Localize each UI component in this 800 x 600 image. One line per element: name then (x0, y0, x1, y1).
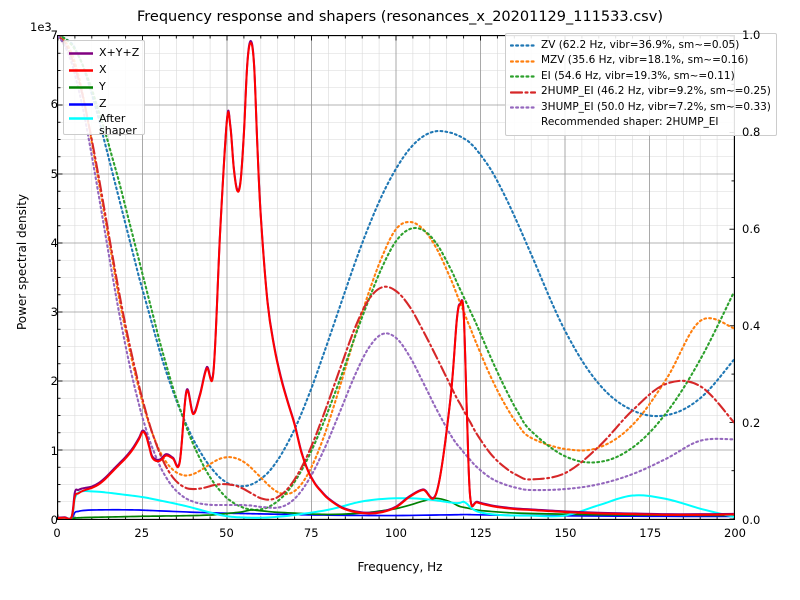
series-z (58, 508, 734, 519)
y-tick-label: 7 (50, 28, 58, 42)
series-x (58, 41, 734, 519)
legend-item-mzv[interactable]: MZV (35.6 Hz, vibr=18.1%, sm~=0.16) (510, 54, 771, 70)
y-tick-label: 2 (50, 374, 58, 389)
legend-item-2hump-ei[interactable]: 2HUMP_EI (46.2 Hz, vibr=9.2%, sm~=0.25) (510, 85, 771, 101)
series-ei (58, 36, 734, 511)
right-y-tick-label: 0.4 (742, 319, 761, 333)
right-y-tick-label: 1.0 (742, 28, 761, 42)
x-tick-label: 25 (134, 526, 150, 540)
right-y-tick-label: 0.2 (742, 416, 761, 430)
legend-item-label: After shaper (99, 112, 137, 137)
right-y-tick-label: 0.6 (742, 222, 761, 236)
data-series-layer (58, 36, 734, 519)
legend-line-swatch-icon (68, 82, 94, 93)
legend-item-label: X (99, 63, 107, 77)
x-tick-label: 200 (724, 526, 746, 540)
y-axis-offset-text: 1e3 (30, 20, 52, 34)
legend-item-after-shaper[interactable]: After shaper (68, 113, 139, 136)
y-tick-label: 5 (50, 166, 58, 181)
y-tick-label: 0 (50, 513, 58, 527)
legend-item-label: MZV (35.6 Hz, vibr=18.1%, sm~=0.16) (541, 54, 749, 67)
right-y-tick-label: 0.8 (742, 125, 761, 139)
legend-item-x-y-z[interactable]: X+Y+Z (68, 45, 139, 62)
x-tick-label: 100 (385, 526, 407, 540)
legend-line-swatch-icon (68, 48, 94, 59)
x-tick-label: 175 (639, 526, 662, 540)
x-tick-label: 150 (554, 526, 577, 540)
shaper-legend[interactable]: ZV (62.2 Hz, vibr=36.9%, sm~=0.05) MZV (3… (505, 33, 777, 136)
right-y-tick-label: 0.0 (742, 513, 761, 527)
x-tick-label: 0 (53, 526, 61, 540)
legend-item-zv[interactable]: ZV (62.2 Hz, vibr=36.9%, sm~=0.05) (510, 38, 771, 54)
x-tick-label: 125 (469, 526, 492, 540)
series-3hump-ei (58, 36, 734, 509)
legend-line-swatch-icon (68, 99, 94, 110)
y-tick-label: 6 (50, 97, 58, 112)
y-tick-label: 1 (50, 443, 58, 458)
legend-item-y[interactable]: Y (68, 79, 139, 96)
x-tick-label: 75 (303, 526, 319, 540)
legend-item-3hump-ei[interactable]: 3HUMP_EI (50.0 Hz, vibr=7.2%, sm~=0.33) (510, 100, 771, 116)
legend-item-label: EI (54.6 Hz, vibr=19.3%, sm~=0.11) (541, 69, 735, 82)
series-y (58, 497, 734, 519)
legend-line-swatch-icon (510, 40, 536, 51)
y-axis-label: Power spectral density (15, 193, 29, 331)
y-tick-label: 4 (50, 235, 58, 250)
legend-item-z[interactable]: Z (68, 96, 139, 113)
legend-item-label: 3HUMP_EI (50.0 Hz, vibr=7.2%, sm~=0.33) (541, 100, 771, 113)
legend-item-label: X+Y+Z (99, 46, 140, 60)
legend-line-swatch-icon (510, 87, 536, 98)
y-tick-label: 3 (50, 305, 58, 320)
recommended-shaper-label: Recommended shaper: 2HUMP_EI (541, 116, 719, 129)
legend-item-ei[interactable]: EI (54.6 Hz, vibr=19.3%, sm~=0.11) (510, 69, 771, 85)
legend-item-label: 2HUMP_EI (46.2 Hz, vibr=9.2%, sm~=0.25) (541, 85, 771, 98)
x-axis-label: Frequency, Hz (357, 560, 443, 574)
legend-line-swatch-icon (510, 102, 536, 113)
recommended-shaper-note: Recommended shaper: 2HUMP_EI (510, 116, 771, 132)
legend-line-swatch-icon (510, 56, 536, 67)
legend-item-label: Y (99, 80, 106, 94)
legend-line-swatch-icon (510, 71, 536, 82)
legend-item-x[interactable]: X (68, 62, 139, 79)
axis-series-legend[interactable]: X+Y+Z X Y Z After shaper (63, 40, 146, 136)
legend-item-label: ZV (62.2 Hz, vibr=36.9%, sm~=0.05) (541, 38, 740, 51)
legend-item-label: Z (99, 97, 107, 111)
series-after-shaper (58, 490, 734, 519)
legend-line-swatch-icon (68, 113, 94, 124)
chart-title: Frequency response and shapers (resonanc… (137, 9, 663, 25)
x-tick-label: 50 (219, 526, 234, 540)
legend-line-swatch-icon (68, 65, 94, 76)
